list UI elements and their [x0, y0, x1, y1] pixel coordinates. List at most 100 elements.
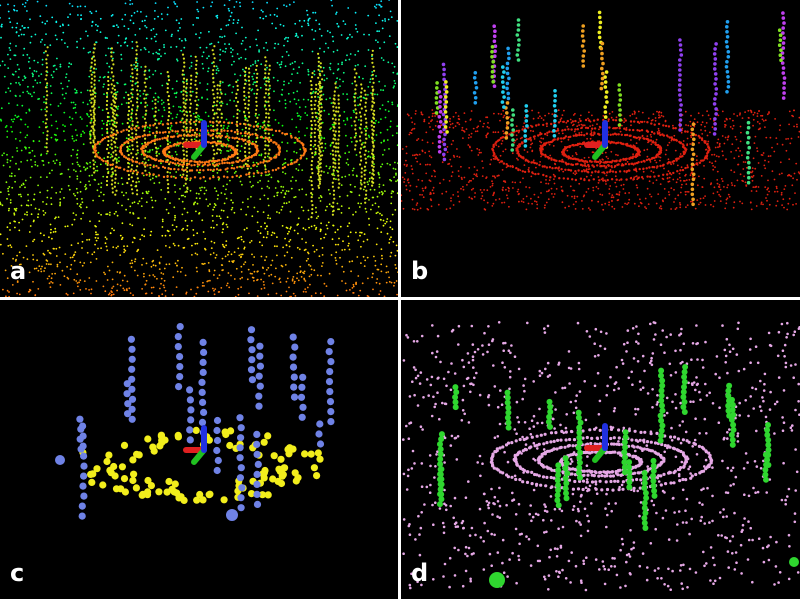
point [524, 116, 526, 119]
point [317, 64, 321, 67]
point [269, 139, 273, 142]
point [481, 160, 484, 163]
point [106, 167, 109, 171]
point [262, 161, 265, 164]
point [174, 151, 177, 153]
point [150, 292, 153, 294]
point [474, 130, 477, 133]
point [191, 244, 193, 247]
point [118, 160, 120, 163]
point [141, 192, 144, 195]
point [76, 46, 78, 49]
point [248, 143, 251, 146]
point [343, 248, 346, 251]
point [148, 69, 151, 72]
point [127, 147, 130, 150]
point [109, 232, 112, 235]
point [181, 163, 184, 167]
point [335, 259, 337, 262]
point [286, 277, 289, 280]
point [209, 253, 212, 256]
point [607, 157, 609, 160]
point [182, 125, 185, 128]
point [54, 153, 57, 156]
point [44, 267, 46, 269]
point [127, 27, 130, 30]
point [318, 23, 321, 25]
point [273, 195, 276, 198]
point [207, 133, 210, 136]
point [336, 294, 339, 297]
point [189, 177, 192, 180]
point [92, 51, 95, 54]
point [149, 163, 152, 167]
point [236, 108, 239, 111]
point [250, 156, 253, 159]
point [326, 30, 329, 32]
point [411, 168, 414, 171]
point [305, 157, 308, 160]
point [251, 272, 253, 275]
point [100, 182, 103, 185]
point [184, 168, 187, 171]
point [278, 100, 281, 103]
point [294, 196, 297, 198]
point [568, 205, 570, 208]
point [525, 186, 527, 188]
point [144, 161, 147, 164]
point [301, 188, 304, 191]
point [106, 127, 109, 131]
point [307, 73, 310, 76]
point [620, 184, 623, 187]
point [332, 169, 335, 172]
point [410, 129, 413, 132]
point [381, 104, 384, 106]
point [72, 292, 75, 295]
point [134, 260, 136, 263]
point [583, 194, 586, 197]
point [350, 137, 352, 139]
point [353, 136, 356, 139]
point [718, 155, 720, 158]
point [6, 136, 9, 138]
point [314, 99, 317, 102]
point [364, 193, 368, 196]
point [290, 159, 292, 162]
point [756, 147, 758, 150]
point [390, 196, 393, 198]
point [258, 50, 260, 53]
point [166, 83, 169, 86]
point [94, 236, 97, 239]
point [127, 198, 130, 201]
point [314, 111, 317, 114]
point [375, 134, 378, 136]
point [389, 220, 392, 223]
point [194, 201, 197, 204]
point [180, 160, 184, 163]
point [470, 110, 473, 112]
point [206, 83, 209, 85]
point [617, 154, 619, 157]
point [501, 140, 504, 142]
point [388, 0, 390, 1]
point [192, 112, 195, 115]
point [485, 136, 488, 139]
point [337, 102, 340, 105]
point [41, 265, 43, 268]
point [295, 32, 298, 35]
point [211, 62, 214, 65]
point [328, 66, 331, 69]
point [90, 61, 93, 64]
point [350, 270, 352, 273]
point [244, 261, 247, 263]
point [127, 157, 130, 160]
point [135, 173, 139, 176]
point [680, 186, 683, 189]
point [364, 101, 367, 104]
point [698, 203, 700, 206]
point [106, 119, 109, 123]
point [379, 47, 381, 50]
point [184, 38, 187, 40]
point [142, 93, 145, 95]
point [144, 121, 147, 124]
